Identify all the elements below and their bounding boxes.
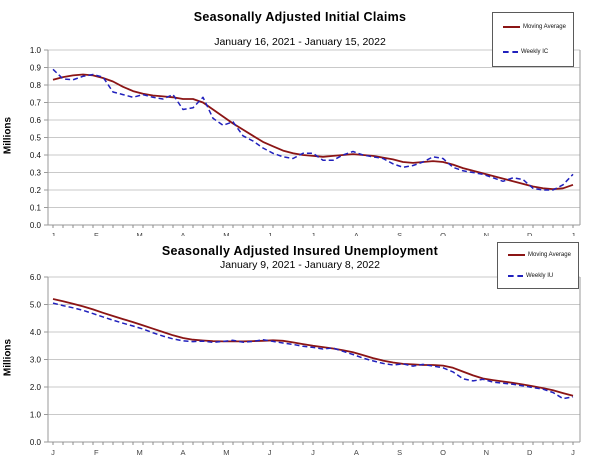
svg-text:D: D [527, 448, 533, 457]
moving-average-line-swatch [503, 26, 520, 29]
weekly-iu-line-swatch [508, 274, 523, 277]
legend-label: Moving Average [528, 252, 571, 259]
chart-subtitle: January 16, 2021 - January 15, 2022 [214, 36, 386, 48]
moving-average-line-swatch [508, 254, 525, 257]
svg-text:6.0: 6.0 [30, 273, 42, 282]
chart-title: Seasonally Adjusted Insured Unemployment [161, 244, 439, 258]
svg-text:1.0: 1.0 [30, 46, 42, 55]
svg-text:D: D [527, 231, 533, 236]
svg-text:J: J [571, 231, 575, 236]
legend-item-moving-average: Moving Average [508, 252, 578, 258]
svg-text:J: J [311, 448, 315, 457]
svg-text:3.0: 3.0 [30, 356, 42, 365]
svg-text:0.7: 0.7 [30, 99, 42, 108]
weekly-ic-line-swatch [503, 50, 518, 53]
svg-text:0.1: 0.1 [30, 204, 42, 213]
svg-text:2.0: 2.0 [30, 383, 42, 392]
svg-text:0.9: 0.9 [30, 64, 42, 73]
svg-text:4.0: 4.0 [30, 328, 42, 337]
svg-text:5.0: 5.0 [30, 301, 42, 310]
svg-text:N: N [484, 448, 489, 457]
svg-text:0.0: 0.0 [30, 438, 42, 447]
svg-text:A: A [354, 448, 359, 457]
svg-text:J: J [51, 448, 55, 457]
svg-text:0.3: 0.3 [30, 169, 42, 178]
svg-text:O: O [440, 448, 446, 457]
svg-text:0.4: 0.4 [30, 151, 42, 160]
svg-text:0.8: 0.8 [30, 81, 42, 90]
svg-text:J: J [268, 448, 272, 457]
svg-text:A: A [354, 231, 359, 236]
legend-item-weekly-iu: Weekly IU [508, 273, 578, 279]
svg-text:1.0: 1.0 [30, 411, 42, 420]
svg-text:S: S [397, 448, 402, 457]
svg-text:M: M [137, 231, 143, 236]
svg-text:O: O [440, 231, 446, 236]
svg-text:0.0: 0.0 [30, 221, 42, 230]
legend-label: Weekly IC [521, 48, 549, 55]
chart-subtitle: January 9, 2021 - January 8, 2022 [220, 259, 380, 271]
svg-text:A: A [180, 448, 185, 457]
svg-text:M: M [223, 448, 229, 457]
svg-text:J: J [311, 231, 315, 236]
svg-text:M: M [223, 231, 229, 236]
svg-text:A: A [180, 231, 185, 236]
legend-label: Weekly IU [526, 272, 554, 279]
legend: Moving Average Weekly IU [497, 242, 579, 289]
legend-label: Moving Average [523, 24, 566, 31]
svg-text:M: M [137, 448, 143, 457]
legend-item-weekly-ic: Weekly IC [503, 49, 573, 55]
svg-text:0.2: 0.2 [30, 186, 42, 195]
svg-text:0.6: 0.6 [30, 116, 42, 125]
svg-text:N: N [484, 231, 489, 236]
svg-text:J: J [571, 448, 575, 457]
chart-title: Seasonally Adjusted Initial Claims [193, 10, 407, 24]
svg-text:F: F [94, 231, 99, 236]
svg-text:J: J [268, 231, 272, 236]
svg-text:F: F [94, 448, 99, 457]
initial-claims-chart: Seasonally Adjusted Initial Claims Janua… [3, 10, 581, 236]
legend-item-moving-average: Moving Average [503, 24, 573, 30]
legend: Moving Average Weekly IC [492, 12, 574, 67]
plot-area: 0.0 0.1 0.2 0.3 0.4 0.5 0.6 0.7 0.8 0.9 1.0 J F M A M J J… [30, 46, 581, 236]
svg-text:0.5: 0.5 [30, 134, 42, 143]
insured-unemployment-chart: Seasonally Adjusted Insured Unemployment… [0, 236, 600, 472]
svg-text:S: S [397, 231, 402, 236]
plot-area: 0.0 1.0 2.0 3.0 4.0 5.0 6.0 J F M A M J J A S O N D J [30, 273, 581, 457]
svg-text:J: J [51, 231, 55, 236]
